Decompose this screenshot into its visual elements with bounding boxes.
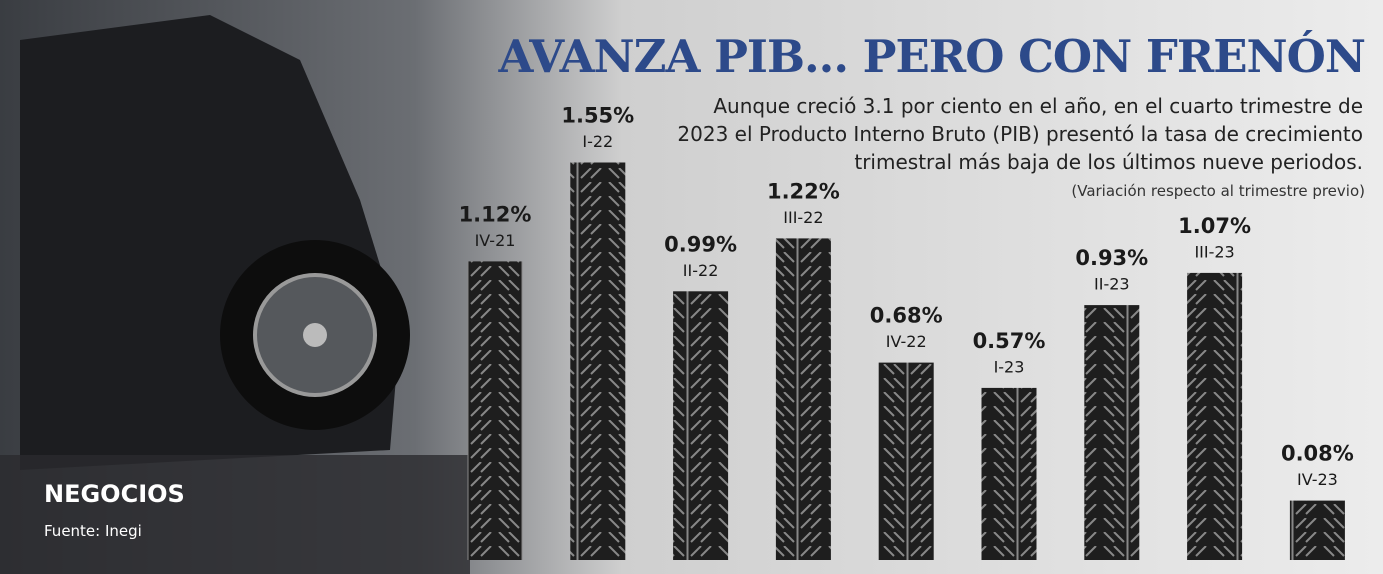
road — [0, 455, 470, 574]
bar — [775, 238, 831, 560]
category-label: IV-23 — [1297, 470, 1338, 489]
source: Fuente: Inegi — [44, 522, 142, 540]
bar — [467, 261, 523, 560]
value-label: 0.08% — [1281, 442, 1354, 466]
bar — [570, 162, 626, 560]
value-label: 1.07% — [1178, 214, 1251, 238]
value-label: 0.57% — [973, 329, 1046, 353]
category-label: IV-21 — [475, 231, 516, 250]
section-label: NEGOCIOS — [44, 480, 185, 508]
category-label: I-22 — [582, 132, 613, 151]
value-label: 0.93% — [1075, 246, 1148, 270]
bar — [673, 291, 729, 560]
bar — [1084, 305, 1140, 560]
bar — [1187, 272, 1243, 560]
hub — [303, 323, 327, 347]
note: (Variación respecto al trimestre previo) — [1071, 182, 1365, 200]
value-label: 0.99% — [664, 232, 737, 256]
value-label: 1.22% — [767, 179, 840, 203]
value-label: 1.55% — [561, 104, 634, 128]
bar — [878, 362, 934, 560]
category-label: III-22 — [783, 208, 823, 227]
category-label: I-23 — [994, 357, 1025, 376]
value-label: 0.68% — [870, 304, 943, 328]
subtitle: Aunque creció 3.1 por ciento en el año, … — [677, 94, 1363, 174]
bar — [1289, 500, 1345, 560]
category-label: III-23 — [1194, 242, 1234, 261]
chart-title: AVANZA PIB... PERO CON FRENÓN — [498, 30, 1366, 83]
value-label: 1.12% — [459, 202, 532, 226]
category-label: II-22 — [683, 261, 719, 280]
bar — [981, 387, 1037, 560]
category-label: II-23 — [1094, 275, 1130, 294]
category-label: IV-22 — [886, 332, 927, 351]
